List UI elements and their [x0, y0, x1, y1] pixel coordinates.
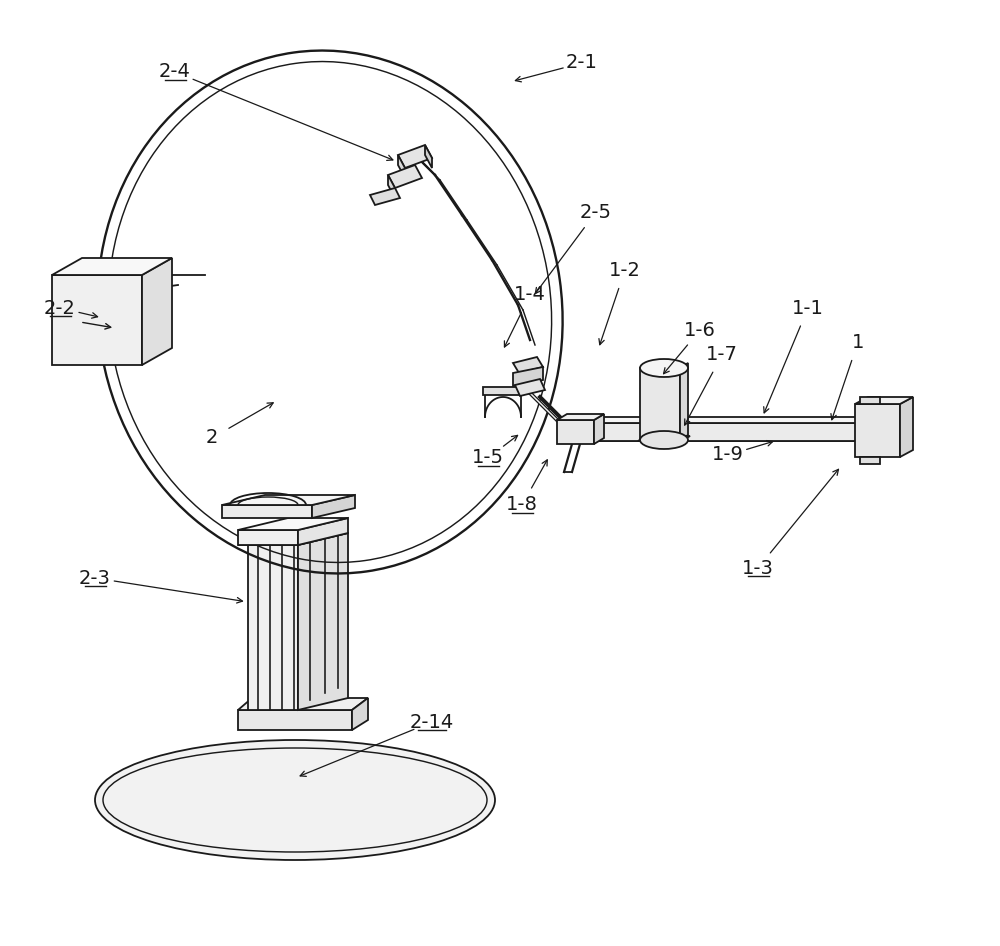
Polygon shape — [600, 423, 870, 441]
Text: 2-2: 2-2 — [44, 299, 76, 318]
Text: 1-2: 1-2 — [609, 260, 641, 279]
Polygon shape — [425, 145, 432, 168]
Ellipse shape — [640, 431, 688, 449]
Text: 2-5: 2-5 — [580, 202, 612, 221]
Polygon shape — [557, 414, 604, 420]
Polygon shape — [238, 698, 368, 710]
Polygon shape — [222, 505, 312, 518]
Polygon shape — [298, 533, 348, 710]
Polygon shape — [513, 367, 543, 386]
Polygon shape — [388, 175, 395, 198]
Polygon shape — [483, 387, 523, 395]
Polygon shape — [388, 165, 422, 188]
Polygon shape — [680, 363, 688, 440]
Ellipse shape — [95, 740, 495, 860]
Text: 2-4: 2-4 — [159, 62, 191, 81]
Polygon shape — [52, 275, 142, 365]
Polygon shape — [398, 155, 405, 178]
Polygon shape — [640, 368, 680, 440]
Polygon shape — [238, 533, 348, 545]
Polygon shape — [222, 495, 355, 505]
Text: 2-3: 2-3 — [79, 569, 111, 587]
Polygon shape — [398, 145, 432, 168]
Polygon shape — [860, 457, 880, 464]
Text: 1: 1 — [852, 332, 864, 352]
Polygon shape — [855, 404, 900, 457]
Polygon shape — [352, 698, 368, 730]
Polygon shape — [238, 518, 348, 530]
Polygon shape — [238, 530, 298, 545]
Text: 1-7: 1-7 — [706, 345, 738, 364]
Text: 2-1: 2-1 — [566, 54, 598, 73]
Text: 1-4: 1-4 — [514, 286, 546, 305]
Polygon shape — [638, 436, 690, 441]
Polygon shape — [248, 545, 298, 710]
Polygon shape — [238, 710, 352, 730]
Polygon shape — [298, 518, 348, 545]
Polygon shape — [594, 414, 604, 444]
Text: 1-1: 1-1 — [792, 299, 824, 318]
Text: 1-9: 1-9 — [712, 446, 744, 464]
Polygon shape — [370, 188, 400, 205]
Polygon shape — [860, 397, 880, 404]
Polygon shape — [142, 258, 172, 365]
Polygon shape — [312, 495, 355, 518]
Polygon shape — [600, 417, 876, 423]
Text: 1-6: 1-6 — [684, 321, 716, 340]
Polygon shape — [52, 258, 172, 275]
Text: 2-14: 2-14 — [410, 712, 454, 731]
Polygon shape — [900, 397, 913, 457]
Text: 2: 2 — [206, 429, 218, 447]
Polygon shape — [513, 357, 543, 373]
Polygon shape — [557, 420, 594, 444]
Ellipse shape — [640, 359, 688, 377]
Text: 1-5: 1-5 — [472, 448, 504, 467]
Text: 1-3: 1-3 — [742, 558, 774, 577]
Text: 1-8: 1-8 — [506, 496, 538, 515]
Polygon shape — [870, 417, 876, 441]
Polygon shape — [855, 397, 913, 404]
Polygon shape — [515, 379, 545, 396]
